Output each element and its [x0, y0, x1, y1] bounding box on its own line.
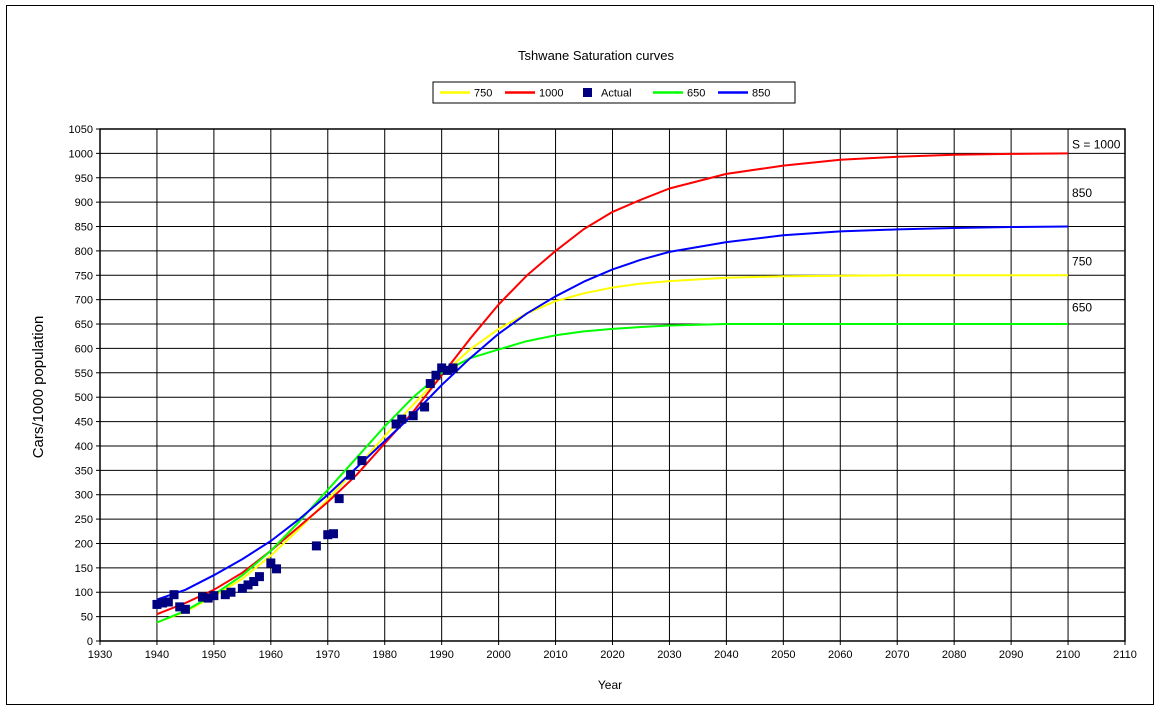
actual-point — [420, 402, 430, 412]
actual-point — [431, 370, 441, 380]
actual-point — [220, 590, 230, 600]
x-tick-label: 2050 — [771, 649, 795, 661]
x-tick-label: 2080 — [942, 649, 966, 661]
series-line-650 — [156, 323, 1069, 624]
actual-point — [226, 587, 236, 597]
legend-box — [432, 81, 796, 104]
actual-point — [437, 363, 447, 373]
legend-label: 1000 — [539, 88, 563, 100]
actual-point — [254, 572, 264, 582]
legend-swatch-Actual — [583, 88, 592, 97]
actual-point — [203, 593, 213, 603]
x-tick-label: 2100 — [1056, 649, 1080, 661]
y-tick-label: 650 — [75, 319, 93, 331]
actual-point — [163, 597, 173, 607]
actual-point — [272, 564, 282, 574]
legend-label: 850 — [752, 88, 770, 100]
y-tick-label: 0 — [87, 636, 93, 648]
x-tick-label: 2040 — [714, 649, 738, 661]
curve-annotation: 650 — [1072, 301, 1092, 315]
x-tick-label: 2070 — [885, 649, 909, 661]
actual-points — [152, 363, 458, 614]
x-axis-label: Year — [598, 678, 622, 692]
y-tick-label: 600 — [75, 343, 93, 355]
actual-point — [397, 414, 407, 424]
actual-point — [209, 591, 219, 601]
x-tick-label: 1960 — [259, 649, 283, 661]
x-tick-label: 1970 — [316, 649, 340, 661]
legend-label: 750 — [474, 88, 492, 100]
y-tick-label: 700 — [75, 295, 93, 307]
y-tick-label: 850 — [75, 222, 93, 234]
y-tick-label: 1000 — [69, 148, 93, 160]
actual-point — [198, 592, 207, 602]
actual-point — [408, 411, 418, 421]
actual-point — [442, 365, 452, 375]
y-tick-label: 950 — [75, 173, 93, 185]
y-tick-label: 150 — [75, 563, 93, 575]
y-tick-label: 300 — [75, 490, 93, 502]
y-tick-label: 450 — [75, 417, 93, 429]
x-tick-label: 1980 — [372, 649, 396, 661]
series-lines — [156, 152, 1069, 624]
y-tick-label: 800 — [75, 246, 93, 258]
curve-annotation: 750 — [1072, 254, 1092, 268]
actual-point — [311, 541, 321, 551]
x-tick-label: 2010 — [543, 649, 567, 661]
actual-point — [391, 419, 401, 429]
series-line-750 — [156, 274, 1069, 624]
x-tick-label: 2000 — [486, 649, 510, 661]
actual-point — [180, 604, 190, 614]
x-tick-label: 2060 — [828, 649, 852, 661]
actual-point — [243, 580, 253, 590]
chart-frame — [6, 5, 1154, 705]
actual-point — [346, 470, 356, 480]
actual-point — [152, 599, 162, 609]
actual-point — [323, 530, 333, 540]
plot-area-border — [99, 128, 1126, 642]
y-tick-label: 900 — [75, 197, 93, 209]
x-tick-label: 1990 — [429, 649, 453, 661]
actual-point — [249, 577, 259, 587]
curve-annotation: S = 1000 — [1072, 137, 1121, 151]
x-tick-label: 1930 — [88, 649, 112, 661]
actual-point — [237, 583, 247, 593]
annotations: S = 1000 850 750 650 — [1072, 137, 1121, 314]
y-tick-label: 250 — [75, 514, 93, 526]
actual-point — [169, 590, 179, 600]
y-tick-label: 500 — [75, 392, 93, 404]
curve-annotation: 850 — [1072, 186, 1092, 200]
actual-point — [328, 529, 338, 539]
chart-title: Tshwane Saturation curves — [518, 48, 675, 63]
x-tick-label: 2030 — [657, 649, 681, 661]
y-tick-label: 750 — [75, 270, 93, 282]
actual-point — [266, 558, 276, 568]
legend-label: Actual — [601, 88, 632, 100]
x-tick-label: 2110 — [1113, 649, 1137, 661]
y-tick-label: 1050 — [69, 124, 93, 136]
actual-point — [357, 456, 367, 466]
x-tick-label: 1950 — [202, 649, 226, 661]
y-tick-label: 50 — [81, 612, 93, 624]
y-tick-label: 400 — [75, 441, 93, 453]
legend: 750 1000 Actual 650 850 — [432, 81, 796, 104]
actual-point — [425, 379, 435, 389]
actual-point — [175, 602, 185, 612]
x-tick-label: 1940 — [145, 649, 169, 661]
x-tick-label: 2020 — [600, 649, 624, 661]
series-line-850 — [156, 225, 1069, 601]
y-axis-label: Cars/1000 population — [30, 316, 47, 459]
x-tick-label: 2090 — [999, 649, 1023, 661]
y-tick-label: 350 — [75, 465, 93, 477]
actual-point — [334, 494, 344, 504]
tick-labels: 1930 1940 1950 1960 1970 1980 1990 2000 2010 2020… — [69, 124, 1137, 661]
y-tick-label: 550 — [75, 368, 93, 380]
actual-point — [448, 363, 458, 373]
y-tick-label: 100 — [75, 587, 93, 599]
y-tick-label: 200 — [75, 538, 93, 550]
axes — [96, 128, 1126, 645]
actual-point — [158, 598, 168, 608]
legend-label: 650 — [687, 88, 705, 100]
